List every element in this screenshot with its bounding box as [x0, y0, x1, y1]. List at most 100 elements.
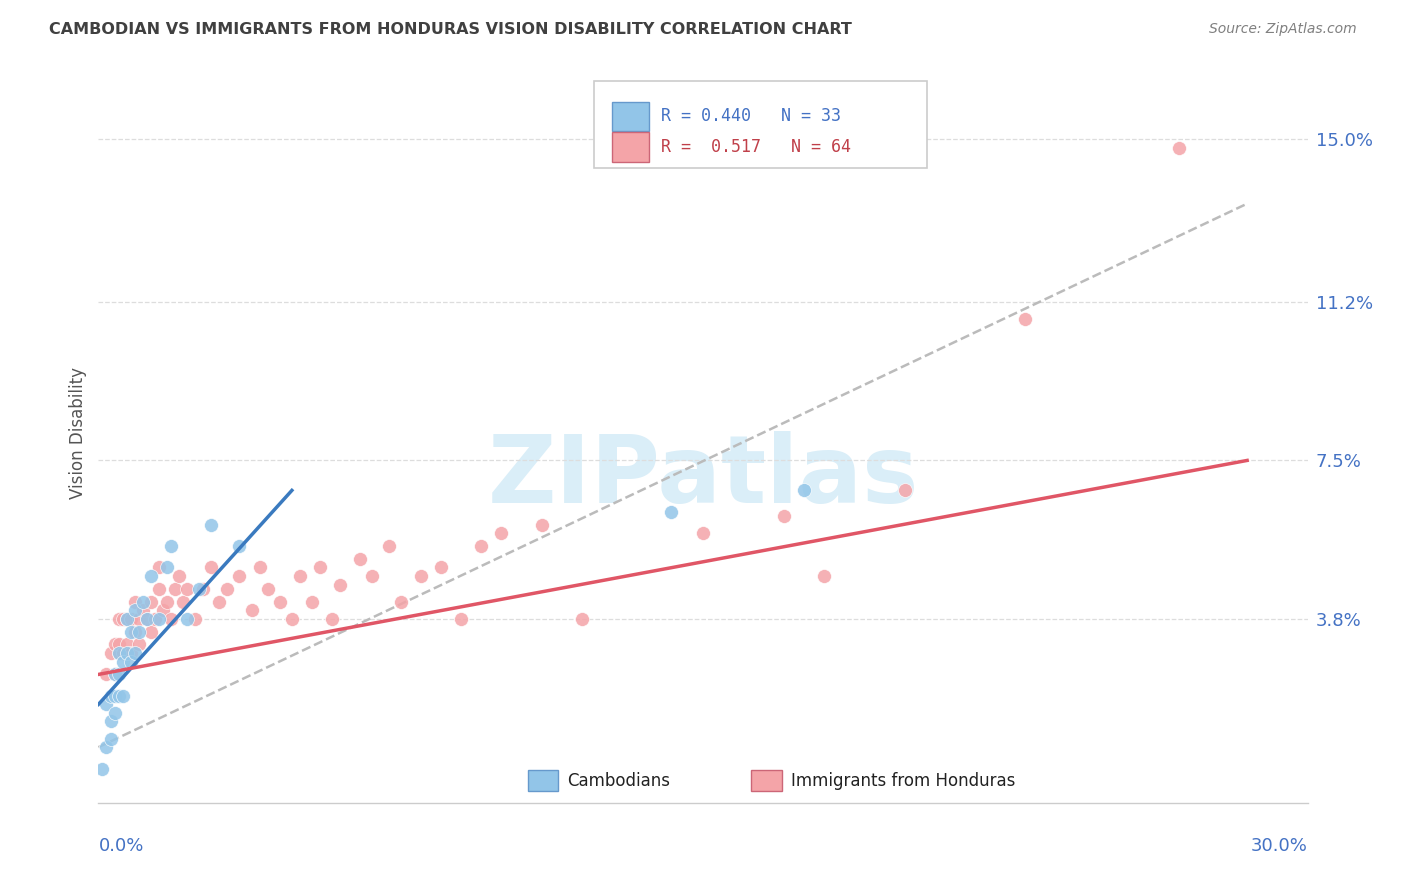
Point	[793, 483, 815, 498]
Point	[103, 667, 125, 681]
Point	[115, 637, 138, 651]
Point	[249, 560, 271, 574]
Point	[103, 637, 125, 651]
Point	[329, 577, 352, 591]
Point	[139, 595, 162, 609]
Point	[288, 569, 311, 583]
Point	[571, 612, 593, 626]
Point	[176, 612, 198, 626]
Point	[103, 706, 125, 720]
Point	[152, 603, 174, 617]
Point	[107, 637, 129, 651]
Point	[132, 603, 155, 617]
Point	[1014, 312, 1036, 326]
Point	[111, 655, 134, 669]
Point	[124, 624, 146, 639]
Point	[139, 624, 162, 639]
Point	[124, 603, 146, 617]
Point	[120, 612, 142, 626]
Text: R = 0.440   N = 33: R = 0.440 N = 33	[661, 108, 841, 126]
Point	[217, 582, 239, 596]
Point	[491, 526, 513, 541]
Point	[120, 624, 142, 639]
Point	[188, 582, 211, 596]
Point	[111, 612, 134, 626]
Bar	[527, 770, 558, 791]
Point	[115, 646, 138, 660]
Point	[103, 667, 125, 681]
Text: CAMBODIAN VS IMMIGRANTS FROM HONDURAS VISION DISABILITY CORRELATION CHART: CAMBODIAN VS IMMIGRANTS FROM HONDURAS VI…	[49, 22, 852, 37]
Point	[163, 582, 186, 596]
FancyBboxPatch shape	[595, 81, 927, 169]
Text: 30.0%: 30.0%	[1251, 837, 1308, 855]
Point	[228, 569, 250, 583]
Point	[100, 731, 122, 746]
Point	[115, 612, 138, 626]
Point	[128, 637, 150, 651]
Point	[96, 698, 118, 712]
Point	[172, 595, 194, 609]
Point	[281, 612, 304, 626]
Text: 0.0%: 0.0%	[98, 837, 143, 855]
Text: Immigrants from Honduras: Immigrants from Honduras	[792, 772, 1015, 789]
Text: ZIPatlas: ZIPatlas	[488, 431, 918, 523]
Point	[470, 539, 492, 553]
Point	[193, 582, 215, 596]
Point	[124, 595, 146, 609]
Bar	[751, 770, 782, 791]
Point	[135, 612, 157, 626]
Point	[450, 612, 472, 626]
Point	[128, 624, 150, 639]
Point	[156, 560, 179, 574]
Point	[176, 582, 198, 596]
Point	[148, 582, 170, 596]
Point	[160, 539, 183, 553]
Text: Cambodians: Cambodians	[568, 772, 671, 789]
Y-axis label: Vision Disability: Vision Disability	[69, 367, 87, 499]
Point	[115, 612, 138, 626]
Bar	[613, 102, 648, 131]
Point	[96, 667, 118, 681]
Point	[659, 505, 682, 519]
Point	[430, 560, 453, 574]
Point	[530, 517, 553, 532]
Point	[228, 539, 250, 553]
Point	[91, 762, 114, 776]
Point	[156, 595, 179, 609]
Point	[143, 612, 166, 626]
Point	[309, 560, 332, 574]
Point	[120, 655, 142, 669]
Text: R =  0.517   N = 64: R = 0.517 N = 64	[661, 138, 851, 156]
Point	[107, 667, 129, 681]
Point	[692, 526, 714, 541]
Point	[389, 595, 412, 609]
Point	[377, 539, 399, 553]
Point	[184, 612, 207, 626]
Point	[1167, 141, 1189, 155]
Point	[349, 552, 371, 566]
Text: Source: ZipAtlas.com: Source: ZipAtlas.com	[1209, 22, 1357, 37]
Point	[107, 612, 129, 626]
Point	[321, 612, 343, 626]
Point	[135, 612, 157, 626]
Point	[111, 689, 134, 703]
Point	[772, 509, 794, 524]
Point	[107, 646, 129, 660]
Point	[124, 646, 146, 660]
Point	[167, 569, 190, 583]
Point	[128, 612, 150, 626]
Point	[103, 689, 125, 703]
Point	[120, 646, 142, 660]
Bar	[613, 132, 648, 161]
Point	[200, 517, 222, 532]
Point	[100, 714, 122, 729]
Point	[160, 612, 183, 626]
Point	[269, 595, 291, 609]
Point	[240, 603, 263, 617]
Point	[100, 689, 122, 703]
Point	[96, 740, 118, 755]
Point	[409, 569, 432, 583]
Point	[107, 689, 129, 703]
Point	[301, 595, 323, 609]
Point	[139, 569, 162, 583]
